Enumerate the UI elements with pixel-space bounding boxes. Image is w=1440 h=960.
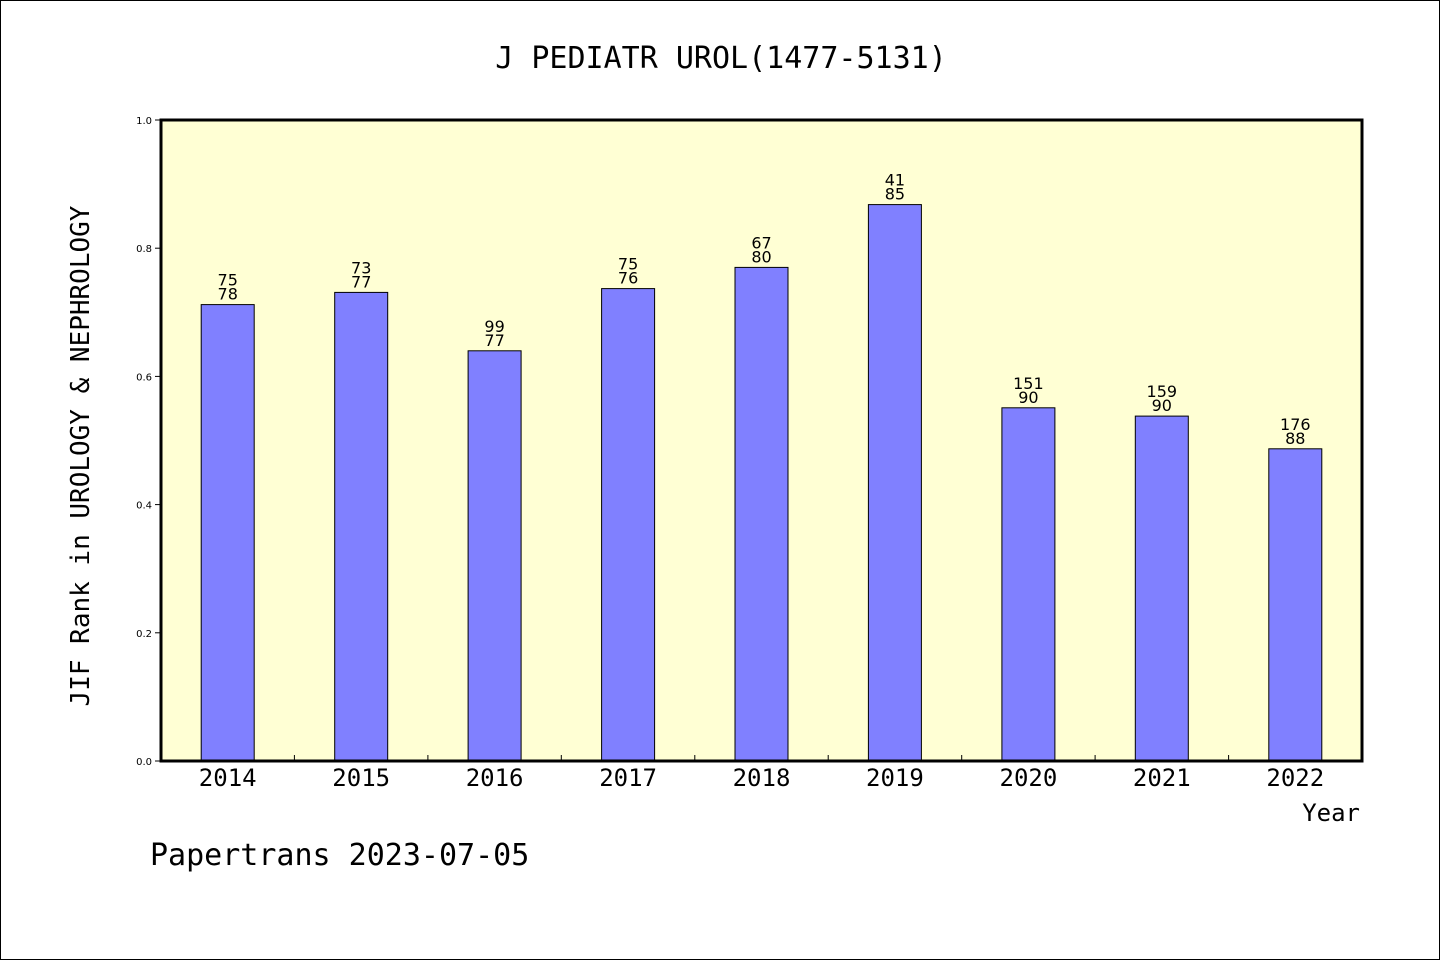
bar-label-total-2022: 88	[1285, 429, 1305, 448]
bar-label-total-2020: 90	[1018, 388, 1038, 407]
bar-label-rank-2022: 176	[1280, 415, 1311, 434]
bar-label-total-2015: 77	[351, 272, 371, 291]
y-tick-label-0.8: 0.8	[136, 244, 152, 255]
bar-label-total-2014: 78	[218, 285, 238, 304]
bar-2019	[867, 204, 922, 762]
x-tick-label-2017: 2017	[599, 764, 657, 792]
bar-label-total-2018: 80	[751, 247, 771, 266]
y-ticks-layer: 0.0 0.2 0.4 0.6 0.8 1.0	[136, 116, 161, 768]
chart-title: J PEDIATR UROL(1477-5131)	[495, 41, 947, 76]
x-tick-label-2022: 2022	[1266, 764, 1324, 792]
bar-label-total-2019: 85	[885, 185, 905, 204]
x-tick-label-2014: 2014	[199, 764, 257, 792]
x-axis-label: Year	[1302, 799, 1360, 827]
y-axis-label: JIF Rank in UROLOGY & NEPHROLOGY	[66, 205, 96, 706]
bar-label-rank-2019: 41	[885, 171, 905, 190]
bar-label-rank-2014: 75	[218, 271, 238, 290]
bar-label-total-2017: 76	[618, 269, 638, 288]
y-tick-label-0.0: 0.0	[136, 757, 152, 768]
y-tick-label-0.2: 0.2	[136, 629, 152, 640]
x-tick-label-2015: 2015	[332, 764, 390, 792]
bar-2017	[601, 288, 656, 762]
bar-label-total-2021: 90	[1152, 396, 1172, 415]
bar-2021	[1134, 415, 1189, 762]
bar-2020	[1001, 407, 1056, 762]
bar-2016	[467, 350, 522, 762]
bar-label-rank-2018: 67	[751, 233, 771, 252]
bar-label-total-2016: 77	[484, 331, 504, 350]
footer-credit: Papertrans 2023-07-05	[150, 838, 529, 873]
x-tick-label-2019: 2019	[866, 764, 924, 792]
bar-label-rank-2020: 151	[1013, 374, 1044, 393]
bar-2014	[200, 304, 255, 762]
bars-layer	[200, 204, 1323, 762]
bar-2018	[734, 266, 789, 762]
bar-label-rank-2015: 73	[351, 258, 371, 277]
bar-label-rank-2016: 99	[484, 317, 504, 336]
x-tick-label-2018: 2018	[733, 764, 791, 792]
bar-2022	[1268, 448, 1323, 762]
x-ticks-layer: 2014 2015 2016 2017 2018 2019 2020 2021 2022	[199, 755, 1324, 792]
x-tick-label-2021: 2021	[1133, 764, 1191, 792]
plot-frame	[159, 118, 1364, 763]
y-tick-label-0.4: 0.4	[136, 501, 152, 512]
bar-label-rank-2021: 159	[1147, 382, 1178, 401]
y-tick-label-0.6: 0.6	[136, 372, 152, 383]
y-tick-label-1.0: 1.0	[136, 116, 152, 127]
x-tick-label-2020: 2020	[1000, 764, 1058, 792]
bar-2015	[334, 291, 389, 762]
x-tick-label-2016: 2016	[466, 764, 524, 792]
bar-label-rank-2017: 75	[618, 255, 638, 274]
